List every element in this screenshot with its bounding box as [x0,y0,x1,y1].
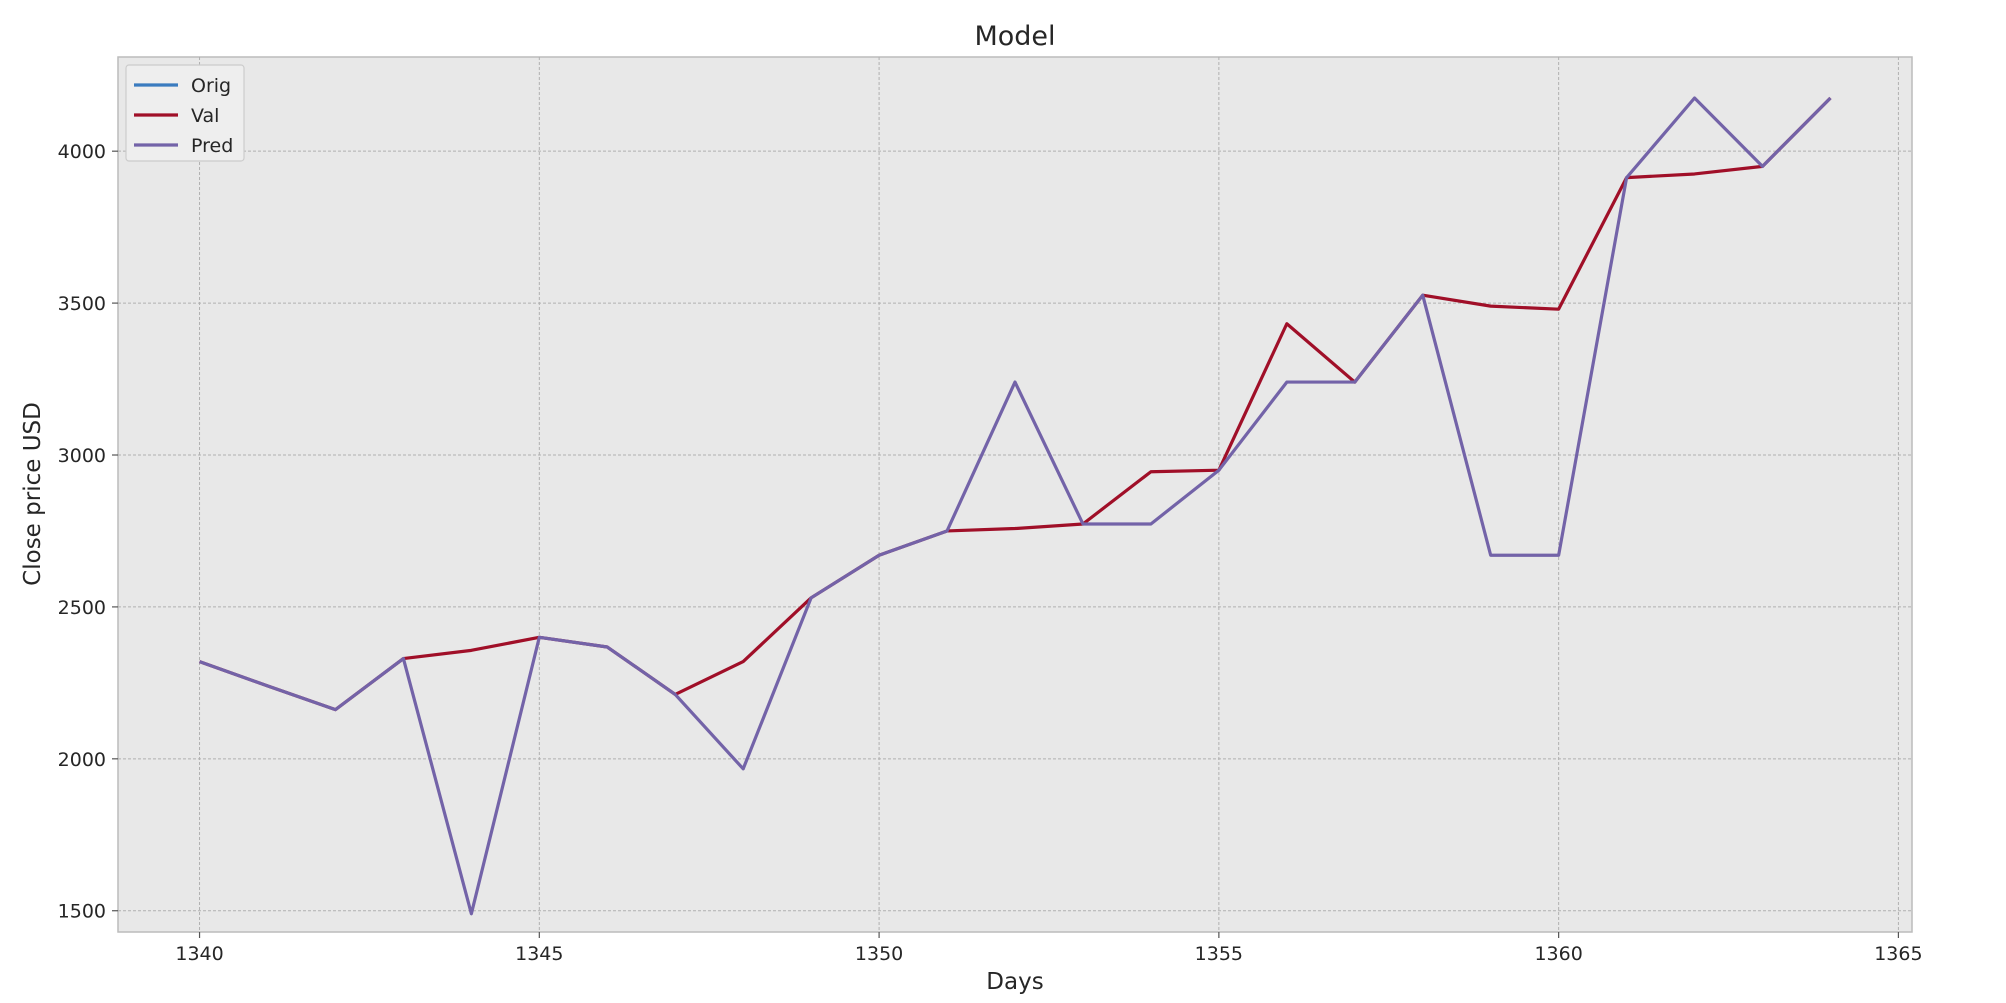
series-line-pred [199,96,1832,916]
x-tick-label: 1365 [1874,943,1922,965]
x-tick-label: 1360 [1534,943,1582,965]
x-axis-label: Days [986,969,1043,995]
legend-label-pred: Pred [191,135,233,157]
y-tick-label: 2000 [58,749,106,771]
y-tick-label: 1500 [58,901,106,923]
y-tick-label: 2500 [58,597,106,619]
grid-lines [118,57,1912,932]
series-lines [199,96,1832,916]
chart-title: Model [974,21,1055,52]
x-tick-label: 1355 [1195,943,1243,965]
y-tick-label: 4000 [58,141,106,163]
plot-background [117,56,1913,933]
x-tick-label: 1345 [515,943,563,965]
legend-label-val: Val [191,105,219,127]
legend-box [125,64,245,162]
legend-label-orig: Orig [191,75,231,97]
y-tick-label: 3000 [58,445,106,467]
x-axis-ticks: 1340 1345 1350 1355 1360 1365 [175,932,1923,965]
y-axis-label: Close price USD [20,402,46,586]
series-line-val [199,96,1832,712]
x-tick-label: 1340 [175,943,223,965]
y-axis-ticks: 1500 2000 2500 3000 3500 4000 [58,141,118,923]
legend: Orig Val Pred [125,64,245,162]
x-tick-label: 1350 [855,943,903,965]
y-tick-label: 3500 [58,293,106,315]
